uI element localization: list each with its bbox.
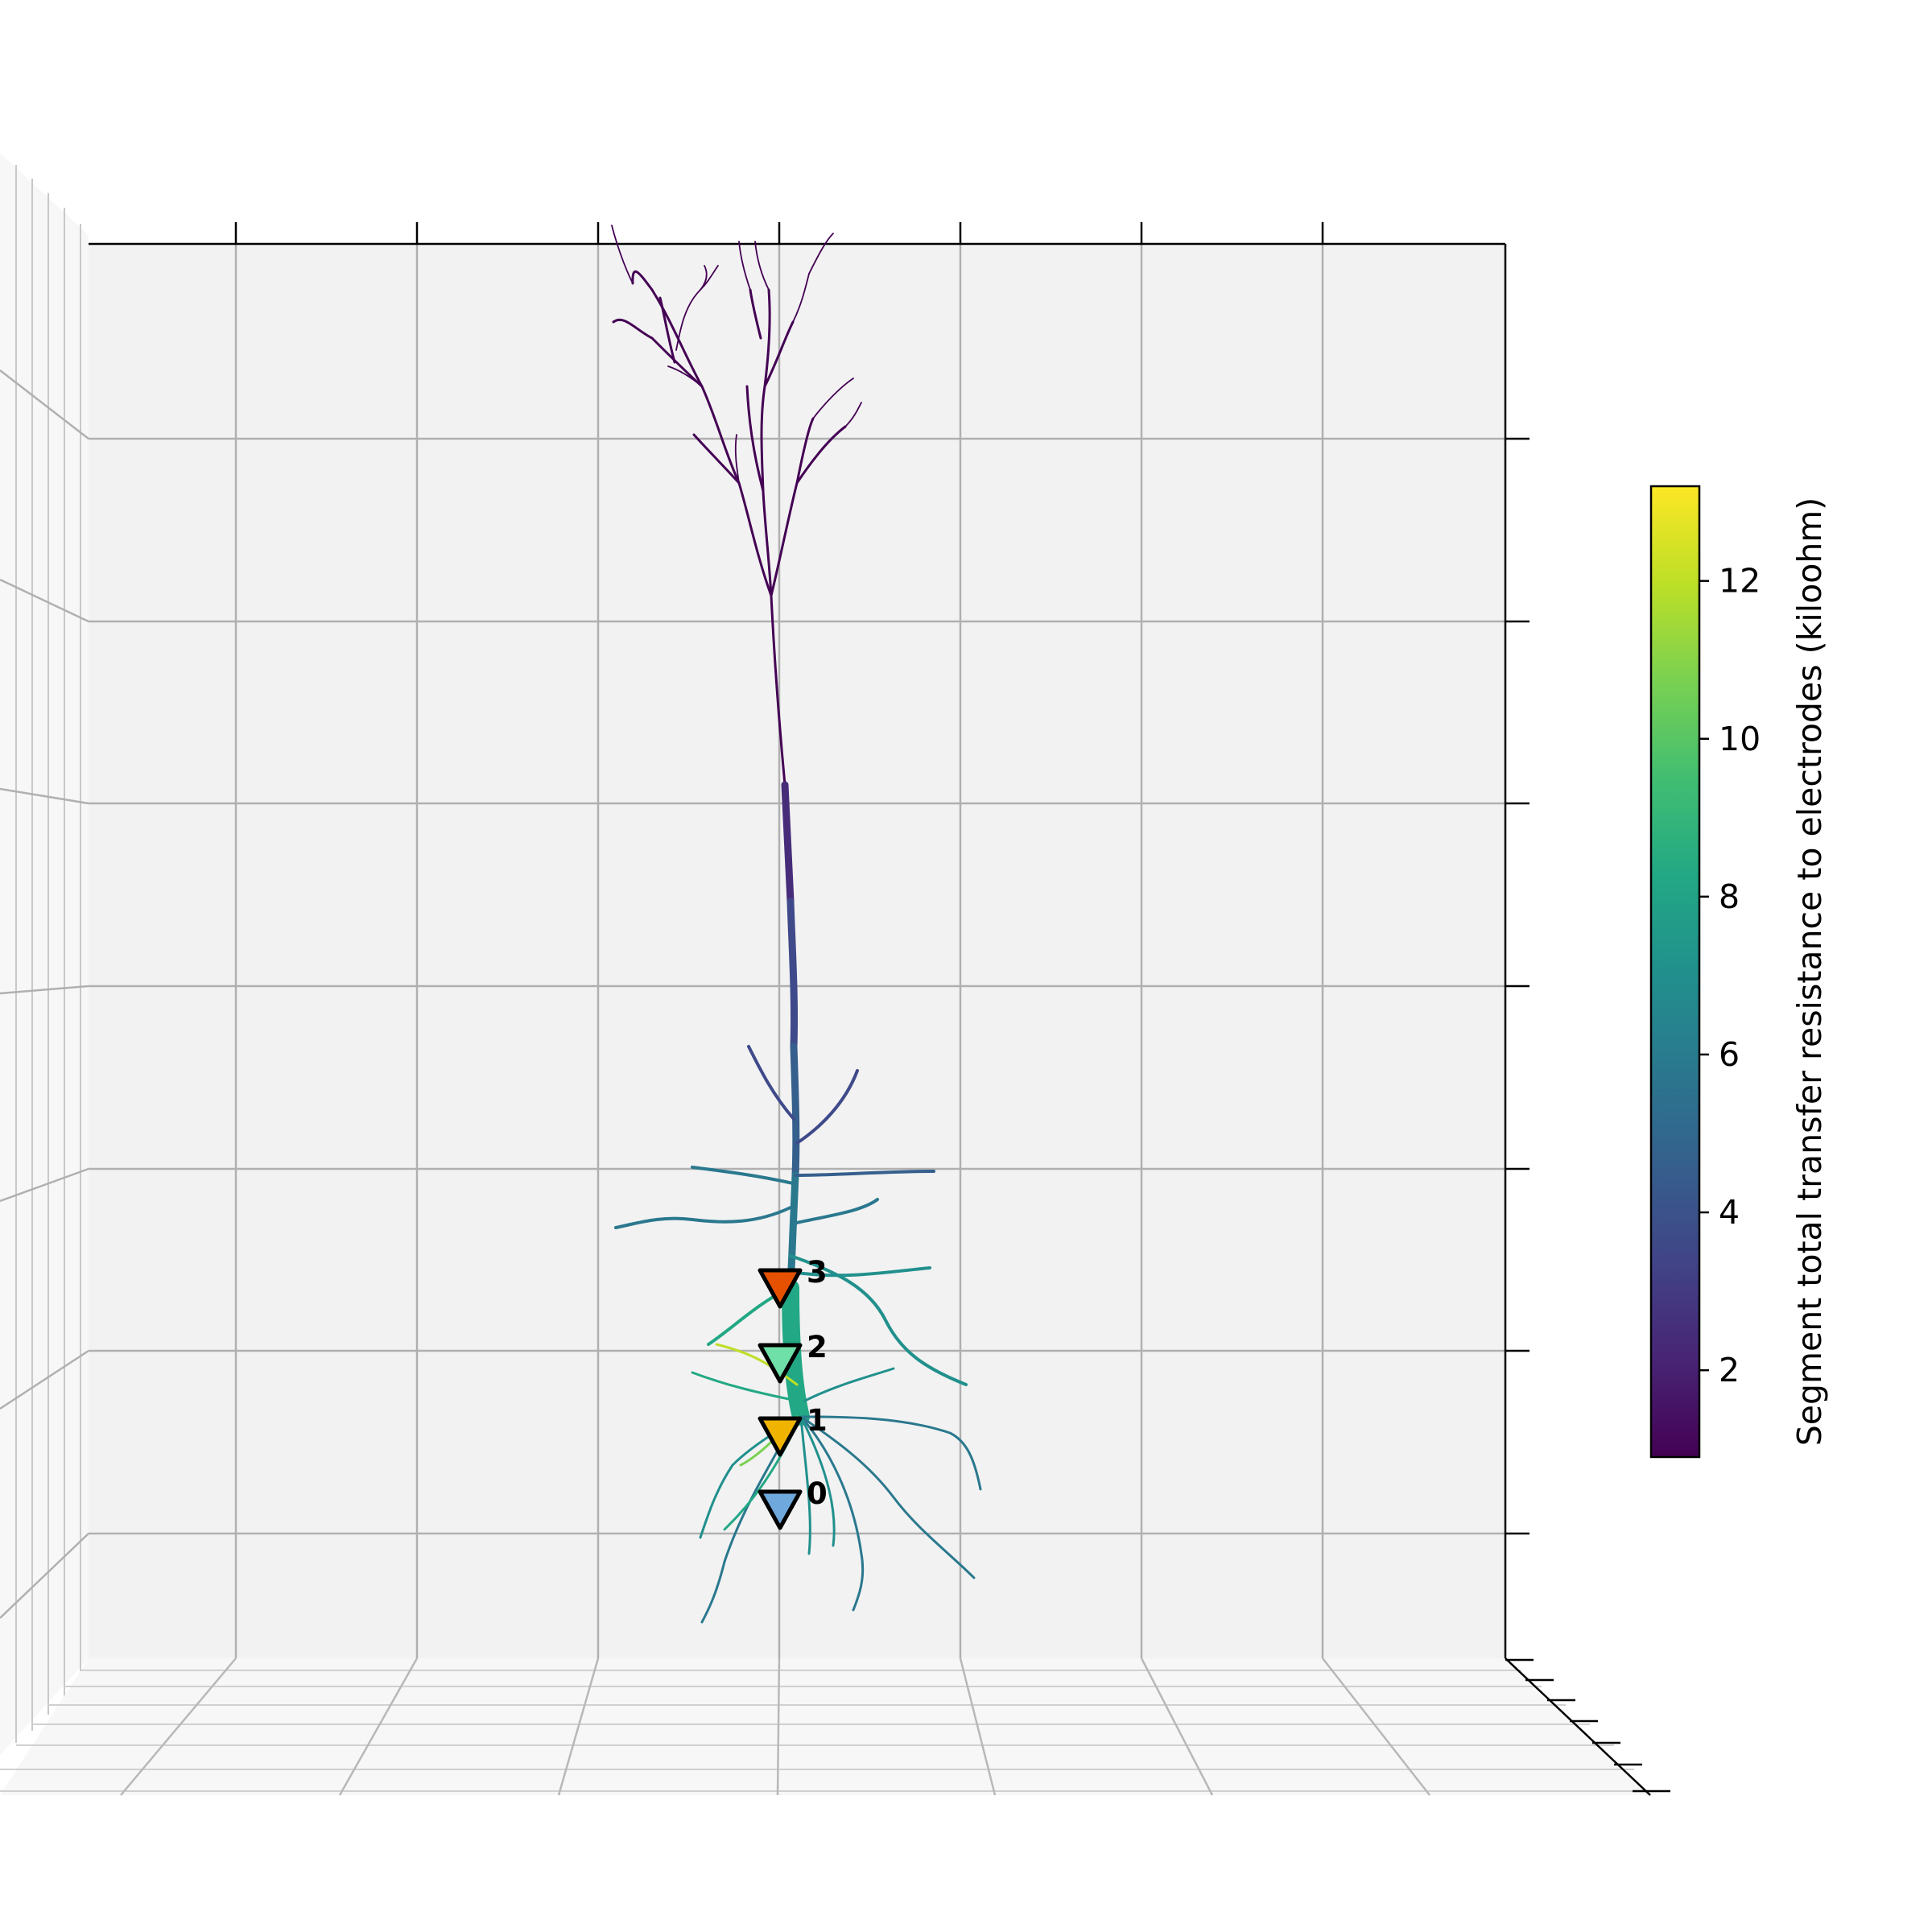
colorbar-tick-label: 6 — [1719, 1035, 1740, 1074]
colorbar: 2 4 6 8 10 12 Segment total transfer resistan… — [1649, 485, 1829, 1459]
top-axis-ticks — [234, 222, 1324, 244]
colorbar-tick-label: 2 — [1719, 1351, 1740, 1389]
electrode-3[interactable]: 3 — [758, 1255, 828, 1309]
electrode-2-marker — [758, 1343, 803, 1384]
electrodes: 0 1 2 3 — [758, 1255, 828, 1530]
electrode-2-label: 2 — [807, 1330, 828, 1364]
electrode-3-marker — [758, 1268, 803, 1309]
back-pane — [89, 244, 1505, 1658]
electrode-3-label: 3 — [807, 1255, 828, 1290]
apical-tuft-thin — [611, 225, 862, 484]
left-pane — [0, 153, 89, 1755]
axes — [89, 222, 1670, 1796]
right-axis-ticks — [1505, 437, 1530, 1535]
colorbar-tick-label: 10 — [1719, 720, 1761, 758]
electrode-0-label: 0 — [807, 1476, 828, 1511]
electrode-0-marker — [758, 1489, 803, 1530]
floor-pane — [0, 1657, 1650, 1796]
colorbar-tick-label: 8 — [1719, 877, 1740, 916]
apical-tuft — [612, 270, 847, 786]
colorbar-gradient — [1649, 485, 1701, 1459]
electrode-0[interactable]: 0 — [758, 1476, 828, 1530]
colorbar-tick-label: 12 — [1719, 562, 1761, 601]
electrode-1-marker — [758, 1416, 803, 1457]
depth-axis — [1505, 1657, 1670, 1796]
electrode-1[interactable]: 1 — [758, 1403, 828, 1457]
colorbar-tick-label: 4 — [1719, 1193, 1740, 1232]
electrode-1-label: 1 — [807, 1403, 828, 1438]
colorbar-ticks: 2 4 6 8 10 12 — [1699, 562, 1761, 1389]
colorbar-label: Segment total transfer resistance to ele… — [1790, 497, 1829, 1447]
electrode-2[interactable]: 2 — [758, 1330, 828, 1384]
obliques — [614, 1045, 968, 1386]
